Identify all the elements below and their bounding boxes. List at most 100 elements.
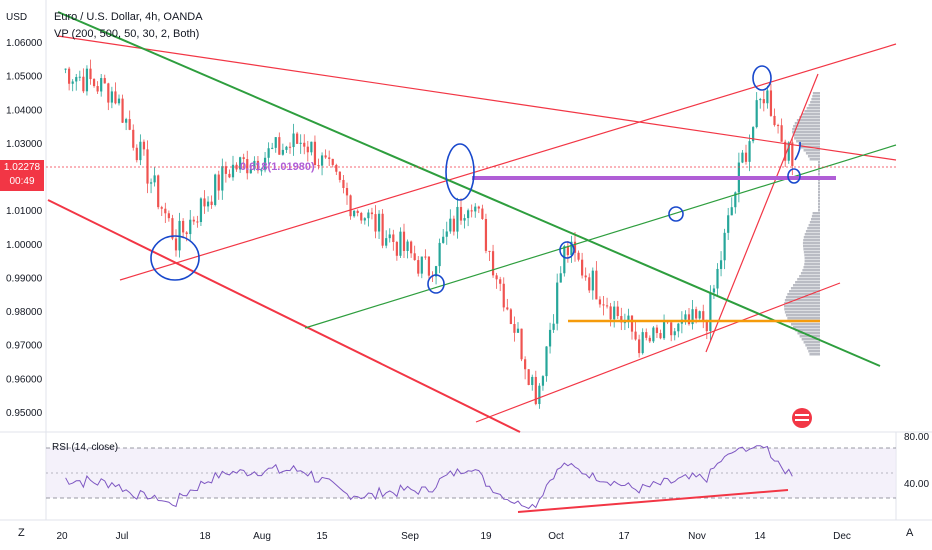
candle-body xyxy=(402,231,406,251)
candle-body xyxy=(185,232,188,235)
volume-profile-bar xyxy=(784,299,820,302)
candle-body xyxy=(645,332,648,338)
volume-profile-bar xyxy=(807,227,820,230)
candle-body xyxy=(598,299,602,305)
candle-body xyxy=(281,149,284,155)
candle-body xyxy=(210,201,213,205)
candle-body xyxy=(214,174,217,205)
candle-body xyxy=(702,311,705,322)
candle-body xyxy=(331,158,334,165)
zoom-button[interactable]: Z xyxy=(18,527,25,539)
candle-body xyxy=(263,157,267,171)
candle-body xyxy=(488,250,491,252)
annotation-circle xyxy=(559,241,575,259)
volume-profile-bar xyxy=(805,230,820,233)
candle-body xyxy=(377,213,381,232)
fib-label: 0.618(1.01980) xyxy=(240,161,315,173)
candle-body xyxy=(531,376,534,385)
candle-body xyxy=(766,90,769,104)
indicator-label[interactable]: VP (200, 500, 50, 30, 2, Both) xyxy=(54,28,200,40)
candle-body xyxy=(784,141,787,161)
volume-profile-bar xyxy=(818,206,820,209)
candle-body xyxy=(271,147,274,149)
candle-body xyxy=(581,259,584,276)
candle-body xyxy=(253,160,256,170)
lower-channel-line xyxy=(47,199,521,433)
volume-profile-bar xyxy=(818,173,820,176)
candle-body xyxy=(470,210,473,212)
candle-body xyxy=(167,213,170,219)
volume-profile-bar xyxy=(812,92,820,95)
volume-profile-bar xyxy=(805,152,820,155)
candle-body xyxy=(235,164,238,170)
volume-profile-bar xyxy=(818,182,820,185)
candle-body xyxy=(246,159,249,174)
volume-profile-bar xyxy=(809,158,820,161)
candle-body xyxy=(762,99,765,104)
volume-profile-bar xyxy=(801,338,820,341)
candle-body xyxy=(566,246,569,256)
price-tick-label: 0.95000 xyxy=(6,408,43,419)
price-tick-label: 0.97000 xyxy=(6,341,43,352)
candle-body xyxy=(328,157,331,159)
volume-profile-bar xyxy=(818,203,820,206)
event-flag-icon-stripe xyxy=(795,414,809,416)
candle-body xyxy=(691,309,694,325)
candle-body xyxy=(164,208,167,214)
candle-body xyxy=(759,99,762,101)
candle-body xyxy=(609,306,612,320)
candle-body xyxy=(588,277,591,291)
rsi-line xyxy=(65,445,793,510)
volume-profile-bar xyxy=(818,200,820,203)
volume-profile-bar xyxy=(811,215,820,218)
candle-body xyxy=(548,329,552,347)
candle-body xyxy=(303,142,306,147)
volume-profile-bar xyxy=(818,188,820,191)
candle-body xyxy=(82,76,85,92)
candle-body xyxy=(670,322,673,336)
volume-profile-bar xyxy=(792,131,820,134)
volume-profile-bar xyxy=(803,149,820,152)
candle-body xyxy=(787,142,790,161)
candle-body xyxy=(142,141,146,150)
candle-body xyxy=(256,160,260,171)
candle-body xyxy=(791,142,794,166)
volume-profile-bar xyxy=(792,128,820,131)
price-tick-label: 1.01000 xyxy=(6,206,43,217)
candle-body xyxy=(299,142,302,144)
auto-scale-button[interactable]: A xyxy=(906,527,914,539)
candle-body xyxy=(267,148,270,158)
candle-body xyxy=(68,68,71,84)
rsi-label[interactable]: RSI (14, close) xyxy=(52,442,119,453)
volume-profile-bar xyxy=(804,257,820,260)
volume-profile-bar xyxy=(803,248,820,251)
candle-body xyxy=(410,241,413,254)
candle-body xyxy=(452,218,455,232)
candle-body xyxy=(203,198,206,207)
candle-body xyxy=(367,212,370,219)
candle-body xyxy=(249,169,252,174)
price-tick-label: 1.00000 xyxy=(6,240,43,251)
candle-body xyxy=(399,231,402,256)
volume-profile-bar xyxy=(792,134,820,137)
candle-body xyxy=(705,321,708,332)
annotation-circle xyxy=(427,274,445,294)
candle-body xyxy=(231,164,235,178)
candle-body xyxy=(438,242,441,267)
candle-body xyxy=(342,179,345,188)
volume-profile-bar xyxy=(809,221,820,224)
volume-profile-bar xyxy=(806,347,820,350)
steep-red-trendline xyxy=(705,73,819,353)
upper-red-trendline xyxy=(119,43,897,281)
candle-body xyxy=(189,219,192,235)
candle-body xyxy=(662,321,666,339)
price-tick-label: 0.96000 xyxy=(6,374,43,385)
chart-title: Euro / U.S. Dollar, 4h, OANDA xyxy=(54,11,203,23)
candle-body xyxy=(427,256,431,276)
descending-red-trendline xyxy=(57,35,897,161)
candle-body xyxy=(491,251,495,276)
candle-body xyxy=(242,157,245,160)
time-tick-label: Jul xyxy=(116,531,129,542)
candle-body xyxy=(417,260,420,274)
